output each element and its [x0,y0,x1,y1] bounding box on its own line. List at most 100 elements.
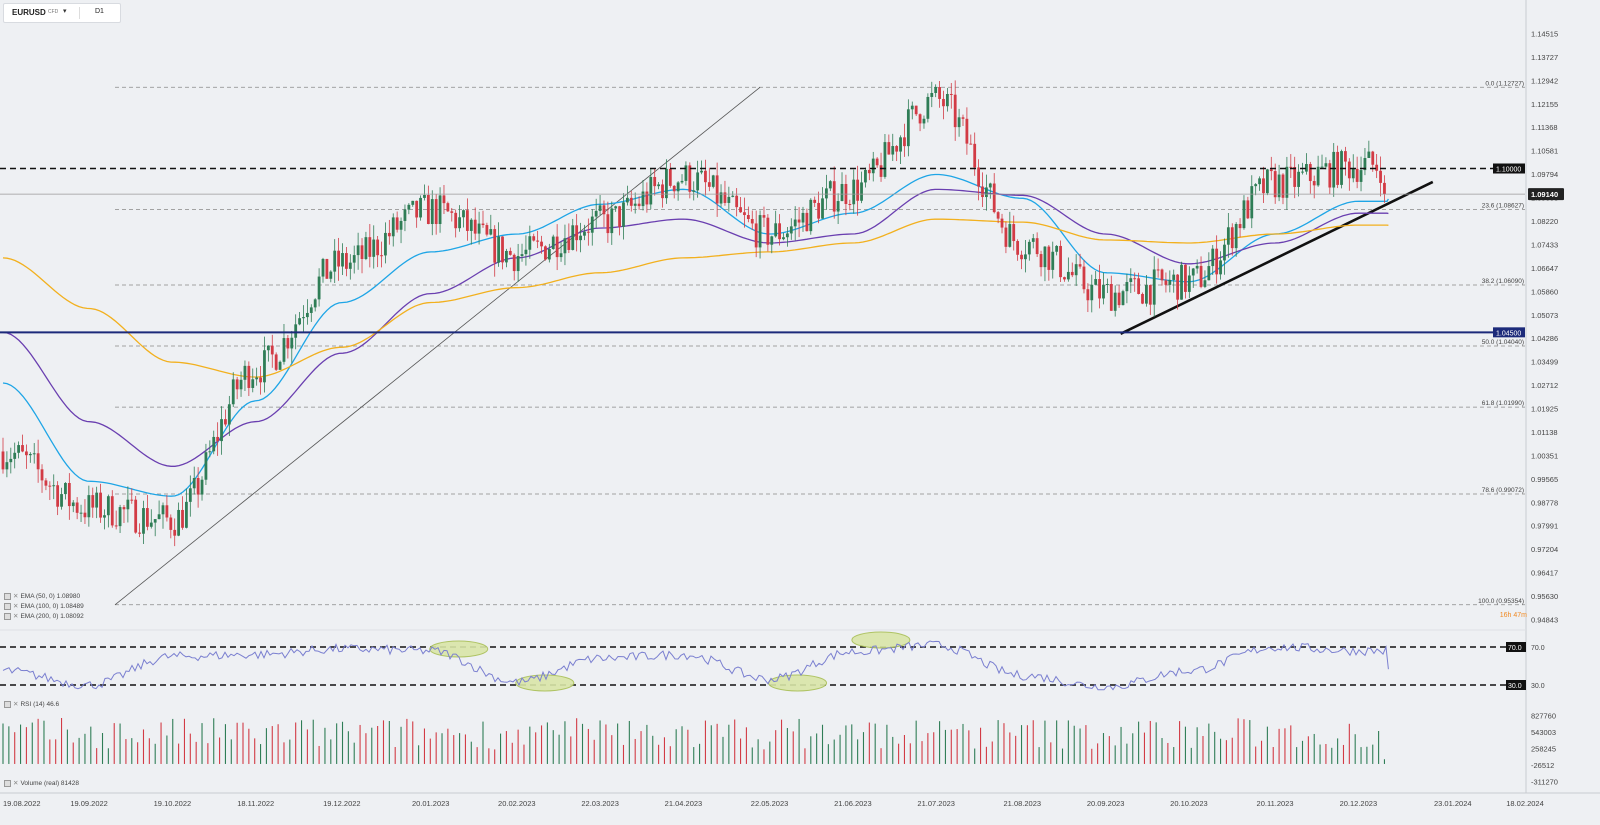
candle-body[interactable] [122,507,126,510]
candle-body[interactable] [922,118,926,124]
candle-body[interactable] [337,250,341,267]
candle-body[interactable] [477,223,481,234]
candle-body[interactable] [887,142,891,155]
close-icon[interactable]: ✕ [13,593,19,600]
candle-body[interactable] [949,93,953,95]
legend-volume[interactable]: ✕ Volume (real) 81428 [4,779,79,787]
candle-body[interactable] [99,492,102,518]
candle-body[interactable] [1383,182,1386,195]
candle-body[interactable] [512,254,516,272]
symbol-toolbar[interactable]: EURUSD CFD ▾ D1 [3,3,121,23]
candle-body[interactable] [528,236,532,250]
candle-body[interactable] [208,451,212,453]
candle-body[interactable] [852,179,856,205]
candle-body[interactable] [1180,264,1183,300]
candle-body[interactable] [192,478,196,489]
close-icon[interactable]: ✕ [13,613,19,620]
candle-body[interactable] [567,238,571,250]
candle-body[interactable] [40,469,44,481]
candle-body[interactable] [118,507,122,527]
candle-body[interactable] [559,253,563,258]
candle-body[interactable] [1102,285,1105,299]
candle-body[interactable] [442,195,446,204]
candle-body[interactable] [735,195,739,208]
candle-body[interactable] [684,165,688,181]
candle-body[interactable] [1347,161,1351,179]
visibility-icon[interactable] [4,602,11,610]
candle-body[interactable] [173,529,177,536]
candle-body[interactable] [1113,292,1117,311]
candle-body[interactable] [419,197,422,218]
candle-body[interactable] [988,183,992,188]
candle-body[interactable] [103,515,106,518]
candle-body[interactable] [704,170,707,183]
candle-body[interactable] [840,183,844,202]
candle-body[interactable] [333,250,337,272]
candle-body[interactable] [1035,238,1039,255]
candle-body[interactable] [641,191,645,207]
candle-body[interactable] [469,219,473,231]
candle-body[interactable] [953,94,957,128]
candle-body[interactable] [1297,171,1301,187]
candle-body[interactable] [352,255,356,263]
candle-body[interactable] [1219,260,1222,275]
candle-body[interactable] [883,142,887,177]
candle-body[interactable] [196,478,200,495]
candle-body[interactable] [860,182,863,201]
candle-body[interactable] [1074,264,1078,276]
candle-body[interactable] [938,87,941,99]
candle-body[interactable] [524,249,528,255]
candle-body[interactable] [903,137,906,147]
candle-body[interactable] [785,233,789,238]
candle-body[interactable] [71,502,75,507]
candle-body[interactable] [579,235,582,241]
candle-body[interactable] [622,202,625,227]
candle-body[interactable] [1285,166,1289,198]
candle-body[interactable] [360,245,364,259]
candle-body[interactable] [426,194,430,225]
candle-body[interactable] [169,517,173,530]
candle-body[interactable] [1148,285,1152,305]
candle-body[interactable] [1094,279,1098,285]
candle-body[interactable] [1012,224,1016,242]
candle-body[interactable] [313,299,317,308]
candle-body[interactable] [454,212,458,229]
candle-body[interactable] [302,317,305,319]
candle-body[interactable] [1250,186,1254,219]
candle-body[interactable] [1160,269,1164,281]
candle-body[interactable] [87,495,91,518]
candle-body[interactable] [774,223,778,237]
candle-body[interactable] [692,190,696,192]
candle-body[interactable] [1098,279,1101,299]
candle-body[interactable] [992,183,996,213]
candle-body[interactable] [676,182,680,192]
candle-body[interactable] [130,499,134,501]
candle-body[interactable] [1371,151,1375,165]
candle-body[interactable] [430,199,434,225]
legend-rsi[interactable]: ✕ RSI (14) 46.6 [4,700,59,708]
candle-body[interactable] [1133,278,1137,280]
candle-body[interactable] [1125,282,1129,292]
candle-body[interactable] [423,194,426,198]
candle-body[interactable] [1230,227,1234,249]
candle-body[interactable] [348,262,352,269]
candle-body[interactable] [1047,246,1051,270]
candle-body[interactable] [544,246,547,260]
candle-body[interactable] [407,204,411,210]
candle-body[interactable] [1328,163,1332,188]
candle-body[interactable] [614,206,618,209]
candle-body[interactable] [645,191,649,205]
visibility-icon[interactable] [4,592,11,600]
candle-body[interactable] [1238,224,1242,229]
candle-body[interactable] [1254,184,1258,187]
candle-body[interactable] [743,212,746,216]
candle-body[interactable] [251,379,255,388]
candle-body[interactable] [200,479,204,495]
candle-body[interactable] [1024,254,1027,260]
candle-body[interactable] [1207,266,1211,281]
candle-body[interactable] [493,229,497,263]
plot-area[interactable] [0,0,1526,793]
candle-body[interactable] [5,462,9,470]
caret-down-icon[interactable]: ▾ [63,8,67,15]
candle-body[interactable] [473,219,477,234]
